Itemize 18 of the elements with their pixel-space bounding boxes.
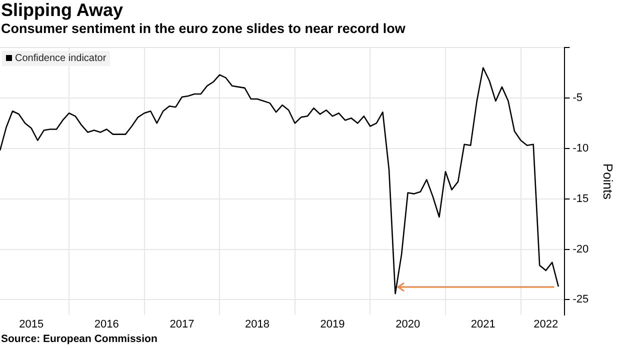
x-tick-label: 2022: [534, 318, 558, 330]
chart-title: Slipping Away: [1, 0, 124, 21]
legend-label: Confidence indicator: [15, 52, 106, 64]
y-tick-label: -10: [572, 142, 589, 154]
x-tick-label: 2019: [320, 318, 345, 330]
x-tick-label: 2017: [170, 318, 194, 330]
y-tick-label: -5: [572, 92, 582, 104]
x-tick-label: 2021: [470, 318, 496, 330]
y-axis-title: Points: [600, 163, 616, 200]
x-tick-label: 2016: [94, 318, 119, 330]
x-tick-label: 2015: [19, 318, 44, 330]
y-tick-label: -15: [572, 192, 589, 205]
source-note: Source: European Commission: [1, 333, 158, 345]
chart-subtitle: Consumer sentiment in the euro zone slides to near record low: [1, 21, 406, 36]
y-tick-label: -20: [572, 243, 589, 256]
x-tick-label: 2018: [245, 318, 270, 330]
y-tick-label: -25: [572, 294, 589, 306]
x-tick-label: 2020: [396, 318, 420, 330]
